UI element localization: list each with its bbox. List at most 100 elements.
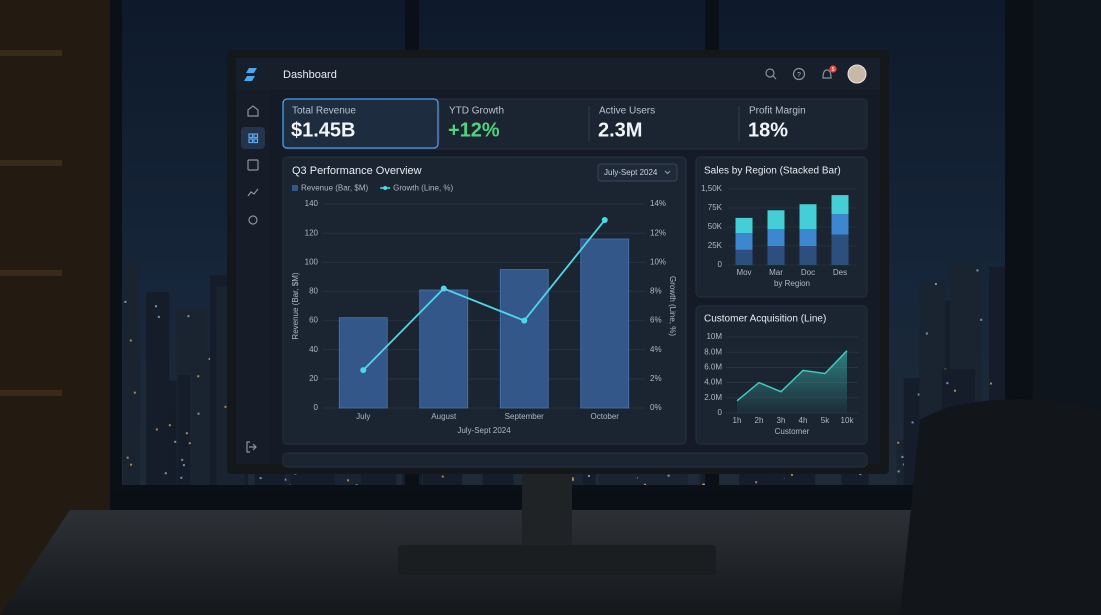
light [168,424,171,427]
x-axis-label: by Region [774,279,810,288]
notification-badge [829,65,837,73]
kpi-value: 2.3M [598,119,642,141]
x-tick-label: Mov [736,268,751,277]
search-icon[interactable] [765,68,777,80]
bar-segment [767,210,785,230]
light [155,428,158,431]
tick-label: 60 [309,316,318,325]
page-title: Dashboard [283,69,337,81]
notifications-icon[interactable] [822,69,832,79]
light [911,421,914,424]
light [157,315,160,318]
tick-label: 8.0M [704,347,722,356]
light [197,412,200,415]
card [282,452,868,468]
legend-label: Growth (Line, %) [393,184,453,193]
kpi-label: Profit Margin [749,106,806,117]
chart-title: Customer Acquisition (Line) [704,314,826,325]
logo[interactable] [244,68,257,81]
monitor-stand [522,470,572,550]
tick-label: 4% [650,345,662,354]
light [980,318,983,321]
monitor-base [398,545,716,575]
bar-segment [735,249,753,265]
legend-dot [383,186,388,190]
x-tick-label: 3h [777,416,786,425]
kpi-row: Total Revenue $1.45B YTD Growth +12% Active … [282,98,868,150]
light [187,315,190,318]
x-tick-label: 4h [799,416,808,425]
tick-label: 100 [305,257,319,266]
tick-label: 10M [706,332,722,341]
light [587,474,590,477]
tick-label: 50K [708,222,723,231]
x-tick-label: Mar [769,268,783,277]
tick-label: 0 [718,260,723,269]
light [188,442,191,445]
light [129,339,132,342]
kpi-label: Total Revenue [292,106,356,117]
tick-label: 80 [309,287,318,296]
tick-label: 6.0M [704,363,722,372]
light [901,455,904,458]
tick-label: 140 [305,199,319,208]
nav-icons[interactable] [246,105,259,453]
light [155,305,158,308]
tick-label: 20 [309,374,318,383]
tick-label: 12% [650,228,666,237]
light [224,405,227,408]
point [601,217,608,224]
x-tick-label: September [505,412,544,421]
avatar[interactable] [847,64,867,84]
line [362,219,606,371]
light [755,481,758,484]
help-icon[interactable] [792,67,806,81]
tick-label: 25K [708,241,723,250]
light [571,478,574,481]
period-dropdown[interactable] [597,163,678,182]
tick-label: 40 [309,345,318,354]
bar-segment [831,234,849,265]
light [208,357,211,360]
light [667,474,670,477]
tick-label: 6% [650,316,662,325]
tick-label: 75K [708,203,723,212]
bar [338,317,388,409]
x-tick-label: July [356,412,370,421]
point [360,367,367,374]
tick-label: 2% [650,374,662,383]
light [182,464,185,467]
tick-label: 0 [718,408,723,417]
x-tick-label: 5k [821,416,830,425]
legend-label: Revenue (Bar, $M) [301,184,368,193]
y-axis-label: Revenue (Bar, $M) [291,272,300,339]
tick-label: 0% [650,403,662,412]
x-axis-label: Customer [775,427,810,436]
x-tick-label: 1h [733,416,742,425]
tick-label: 14% [650,199,666,208]
bar [419,289,469,409]
light [946,382,949,385]
chart-title: Sales by Region (Stacked Bar) [704,166,841,177]
light [130,463,133,466]
light [347,479,350,482]
bar-segment [799,246,817,265]
building [146,292,170,490]
light [702,483,705,486]
light [126,456,129,459]
x-tick-label: Des [833,268,847,277]
light [976,269,979,272]
bar-segment [767,229,785,246]
light [181,458,184,461]
top-bar [236,58,880,90]
tick-label: 0 [314,403,319,412]
light [897,441,900,444]
building [123,261,140,490]
light [133,391,136,394]
line [736,350,848,402]
bar [499,269,549,409]
tick-label: 1,50K [701,184,723,193]
light [954,389,957,392]
tick-label: 120 [305,228,319,237]
